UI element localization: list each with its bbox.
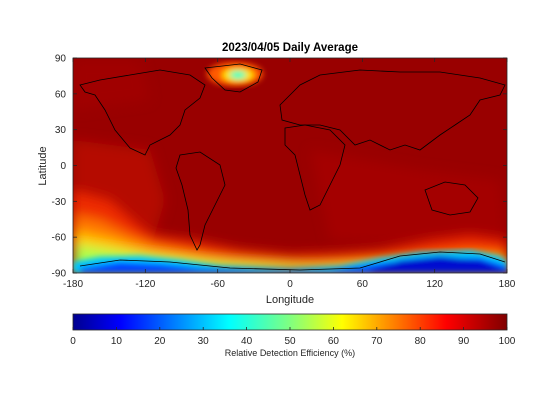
colorbar-tick-label: 0 (70, 336, 76, 347)
colorbar-tick-label: 10 (111, 336, 123, 347)
colorbar-tick-label: 100 (499, 336, 516, 347)
map-panel (73, 58, 507, 273)
chart-title: 2023/04/05 Daily Average (222, 42, 358, 54)
x-tick-label: 180 (499, 279, 516, 290)
x-tick-label: 0 (287, 279, 293, 290)
y-tick-label: 60 (55, 89, 67, 100)
x-axis-label: Longitude (266, 294, 314, 306)
y-axis-label: Latitude (37, 146, 49, 185)
x-tick-label: -120 (135, 279, 155, 290)
colorbar-tick-label: 80 (415, 336, 427, 347)
antarctica-shading (73, 250, 507, 273)
colorbar-label: Relative Detection Efficiency (%) (225, 348, 355, 358)
colorbar-tick-label: 60 (328, 336, 340, 347)
coastlines (79, 63, 506, 271)
colorbar-tick-label: 70 (371, 336, 383, 347)
y-tick-label: -30 (52, 197, 67, 208)
y-tick-label: 90 (55, 54, 67, 65)
colorbar-tick-label: 50 (284, 336, 296, 347)
x-tick-label: -60 (210, 279, 225, 290)
axes: -180 -120 -60 0 60 120 180 90 60 30 0 -30 -60 -90 (52, 54, 516, 291)
y-tick-label: -60 (52, 233, 67, 244)
y-tick-label: 30 (55, 125, 67, 136)
x-tick-label: 60 (357, 279, 369, 290)
y-tick-label: 0 (60, 161, 66, 172)
colorbar-ticks: 0 10 20 30 40 50 60 70 80 90 100 (70, 327, 516, 347)
x-tick-label: -180 (63, 279, 83, 290)
x-tick-label: 120 (426, 279, 443, 290)
colorbar-tick-label: 30 (198, 336, 210, 347)
y-tick-label: -90 (52, 269, 67, 280)
colorbar-tick-label: 20 (154, 336, 166, 347)
colorbar-tick-label: 90 (458, 336, 470, 347)
colorbar-tick-label: 40 (241, 336, 253, 347)
greenland-shading (207, 62, 263, 86)
